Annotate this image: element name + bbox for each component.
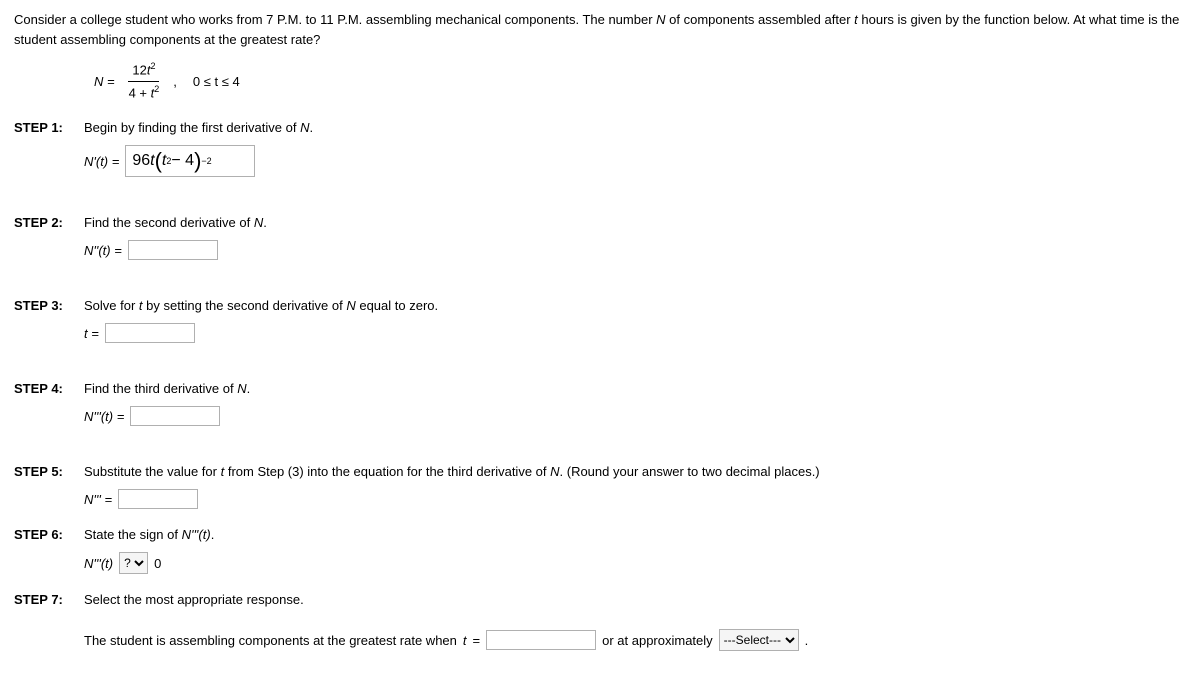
step-4-instr: Find the third derivative of N. [84, 381, 1186, 396]
s6-instr-a: State the sign of [84, 527, 182, 542]
s1-instr-a: Begin by finding the first derivative of [84, 120, 300, 135]
num-coef: 12 [132, 62, 146, 77]
step-7-final: The student is assembling components at … [84, 629, 1186, 651]
step-7-instr: Select the most appropriate response. [84, 592, 1186, 607]
step-6-sign-select[interactable]: ? [119, 552, 148, 574]
s3-instr-b: by setting the second derivative of [143, 298, 347, 313]
s6-lhs: N'''(t) [84, 556, 113, 571]
s3-instr-a: Solve for [84, 298, 139, 313]
step-1: STEP 1: Begin by finding the first deriv… [14, 120, 1186, 185]
step-4-eq: N'''(t) = [84, 406, 1186, 426]
s1-instr-b: . [309, 120, 313, 135]
step-3-answer-input[interactable] [105, 323, 195, 343]
s7-final-a: The student is assembling components at … [84, 633, 457, 648]
step-2-answer-input[interactable] [128, 240, 218, 260]
s7-final-var: t [463, 633, 467, 648]
s1-lhs: N'(t) = [84, 154, 119, 169]
den-exp: 2 [154, 84, 159, 94]
formula-fraction: 12t2 4 + t2 [125, 61, 164, 102]
step-6-instr: State the sign of N'''(t). [84, 527, 1186, 542]
den-a: 4 + [129, 86, 151, 101]
step-2-label: STEP 2: [14, 215, 84, 230]
var-N: N [656, 12, 665, 27]
s7-final-c: or at approximately [602, 633, 713, 648]
step-3: STEP 3: Solve for t by setting the secon… [14, 298, 1186, 351]
step-2-eq: N''(t) = [84, 240, 1186, 260]
step-7-time-select[interactable]: ---Select--- [719, 629, 799, 651]
s5-instr-c: . (Round your answer to two decimal plac… [560, 464, 820, 479]
s1-ans-ir: − 4 [171, 152, 194, 170]
step-6: STEP 6: State the sign of N'''(t). N'''(… [14, 527, 1186, 582]
formula: N = 12t2 4 + t2 , 0 ≤ t ≤ 4 [94, 61, 1186, 102]
formula-domain: 0 ≤ t ≤ 4 [193, 74, 240, 89]
s5-instr-a: Substitute the value for [84, 464, 221, 479]
s4-lhs: N'''(t) = [84, 409, 124, 424]
step-5-eq: N''' = [84, 489, 1186, 509]
s1-ans-pre: 96 [132, 152, 150, 170]
problem-text-b: of components assembled after [666, 12, 855, 27]
s5-instr-var2: N [550, 464, 559, 479]
formula-numerator: 12t2 [128, 61, 159, 82]
s2-instr-b: . [263, 215, 267, 230]
s5-lhs: N''' = [84, 492, 112, 507]
formula-denominator: 4 + t2 [125, 82, 164, 102]
step-5-label: STEP 5: [14, 464, 84, 479]
step-3-label: STEP 3: [14, 298, 84, 313]
s5-instr-b: from Step (3) into the equation for the … [224, 464, 550, 479]
step-4-answer-input[interactable] [130, 406, 220, 426]
s7-final-b: = [473, 633, 481, 648]
step-6-label: STEP 6: [14, 527, 84, 542]
s6-zero: 0 [154, 556, 161, 571]
problem-text-a: Consider a college student who works fro… [14, 12, 656, 27]
step-4: STEP 4: Find the third derivative of N. … [14, 381, 1186, 434]
s3-lhs: t = [84, 326, 99, 341]
step-5-answer-input[interactable] [118, 489, 198, 509]
s2-lhs: N''(t) = [84, 243, 122, 258]
step-1-answer-input[interactable]: 96t(t2 − 4)−2 [125, 145, 255, 177]
problem-statement: Consider a college student who works fro… [14, 10, 1186, 49]
s6-instr-var: N'''(t) [182, 527, 211, 542]
step-5: STEP 5: Substitute the value for t from … [14, 464, 1186, 517]
s2-instr-a: Find the second derivative of [84, 215, 254, 230]
s1-ans-oe: −2 [201, 156, 211, 166]
step-6-eq: N'''(t) ? 0 [84, 552, 1186, 574]
s3-instr-c: equal to zero. [356, 298, 438, 313]
s4-instr-a: Find the third derivative of [84, 381, 237, 396]
formula-lhs: N = [94, 74, 115, 89]
s1-ans-pc: ) [194, 148, 201, 174]
step-4-label: STEP 4: [14, 381, 84, 396]
s4-instr-b: . [247, 381, 251, 396]
formula-comma: , [173, 74, 177, 89]
step-1-eq: N'(t) = 96t(t2 − 4)−2 [84, 145, 1186, 177]
step-2: STEP 2: Find the second derivative of N.… [14, 215, 1186, 268]
step-1-label: STEP 1: [14, 120, 84, 135]
step-5-instr: Substitute the value for t from Step (3)… [84, 464, 1186, 479]
s2-instr-var: N [254, 215, 263, 230]
step-1-instr: Begin by finding the first derivative of… [84, 120, 1186, 135]
s3-instr-var2: N [346, 298, 355, 313]
num-exp: 2 [150, 61, 155, 71]
s1-ans-po: ( [155, 148, 162, 174]
s7-period: . [805, 633, 809, 648]
step-2-instr: Find the second derivative of N. [84, 215, 1186, 230]
s6-instr-b: . [211, 527, 215, 542]
step-3-eq: t = [84, 323, 1186, 343]
s4-instr-var: N [237, 381, 246, 396]
step-7-label: STEP 7: [14, 592, 84, 607]
step-3-instr: Solve for t by setting the second deriva… [84, 298, 1186, 313]
step-7-t-input[interactable] [486, 630, 596, 650]
